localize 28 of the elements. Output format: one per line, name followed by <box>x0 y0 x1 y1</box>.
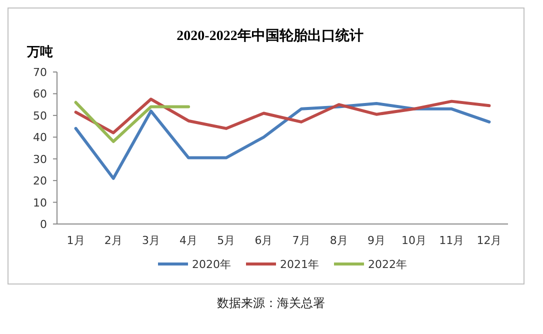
y-tick-label: 70 <box>33 66 47 79</box>
chart-title: 2020-2022年中国轮胎出口统计 <box>176 27 364 44</box>
x-tick-label: 6月 <box>254 234 273 247</box>
y-tick-label: 30 <box>33 152 47 166</box>
legend-label: 2021年 <box>280 258 319 271</box>
line-series <box>74 102 491 180</box>
x-tick-label: 4月 <box>180 234 198 247</box>
y-tick-label: 20 <box>33 174 47 188</box>
x-tick-label: 8月 <box>330 234 348 247</box>
legend-label: 2020年 <box>192 258 231 271</box>
x-tick-label: 2月 <box>104 234 122 247</box>
x-tick-label: 7月 <box>292 234 310 247</box>
y-tick-label: 40 <box>33 131 47 144</box>
x-tick-label: 3月 <box>142 234 160 247</box>
legend-label: 2022年 <box>368 258 407 271</box>
y-tick-label: 50 <box>33 109 47 122</box>
y-tick-label: 60 <box>33 88 47 101</box>
x-tick-label: 9月 <box>367 234 386 247</box>
x-tick-label: 10月 <box>402 234 427 247</box>
y-tick-label: 10 <box>33 196 47 210</box>
source-note: 数据来源：海关总署 <box>217 296 325 310</box>
line-series <box>74 98 491 134</box>
x-tick-label: 1月 <box>66 234 85 247</box>
x-tick-label: 12月 <box>476 234 502 247</box>
x-tick-label: 5月 <box>217 234 236 247</box>
x-tick-label: 11月 <box>439 234 464 247</box>
y-axis-title: 万吨 <box>26 45 53 60</box>
y-tick-label: 0 <box>40 218 47 231</box>
